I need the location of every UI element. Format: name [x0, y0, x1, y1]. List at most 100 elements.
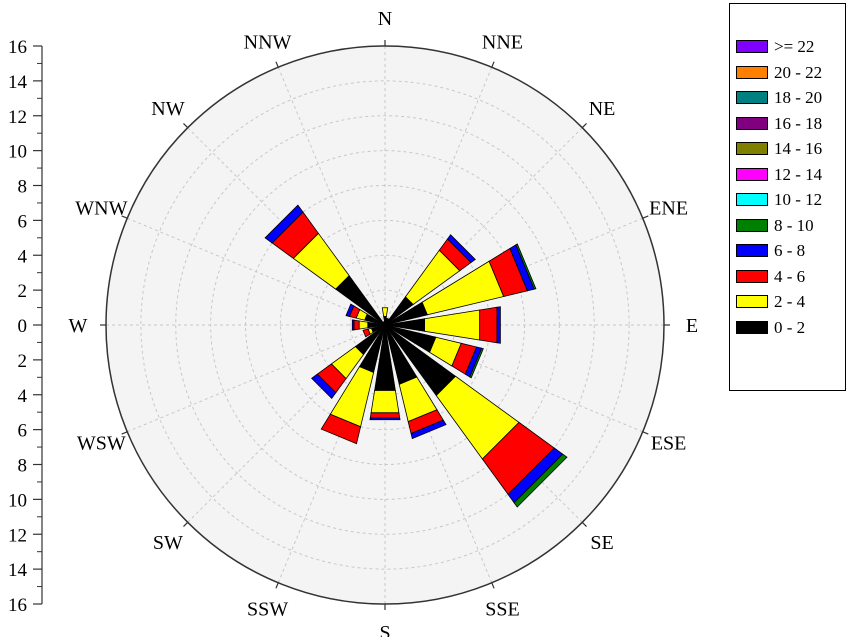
direction-tick: [491, 61, 495, 68]
legend-label: 16 - 18: [774, 113, 823, 133]
radial-tick-label: 14: [8, 560, 28, 581]
sector-s-bin-1: [370, 390, 400, 414]
radial-tick-label: 8: [18, 456, 28, 477]
legend-swatch: [736, 244, 768, 257]
legend-item: 6 - 8: [736, 241, 844, 261]
grid-ring: [140, 80, 630, 570]
radial-tick-label: 4: [18, 386, 28, 407]
legend-label: 12 - 14: [774, 164, 823, 184]
radial-tick-label: 0: [18, 316, 28, 337]
grid-spoke: [277, 67, 386, 326]
radial-tick-label: 12: [8, 107, 27, 128]
legend-label: 6 - 8: [774, 241, 806, 260]
radial-tick-label: 8: [18, 177, 28, 198]
radial-tick-label: 16: [8, 595, 27, 616]
direction-label-e: E: [686, 315, 698, 337]
grid-spoke: [384, 324, 643, 433]
direction-label-sw: SW: [153, 532, 183, 554]
grid-spoke: [127, 217, 386, 326]
legend-swatch: [736, 65, 768, 79]
grid-spoke: [127, 324, 386, 433]
sector-nw-bin-3: [264, 204, 304, 244]
direction-label-nw: NW: [151, 98, 184, 120]
direction-tick: [491, 582, 495, 589]
direction-label-s: S: [379, 622, 390, 637]
radial-tick-label: 2: [18, 281, 28, 302]
sector-w-bin-2: [353, 319, 360, 331]
legend-item: 2 - 4: [736, 292, 844, 312]
legend-item: 4 - 6: [736, 267, 844, 287]
sector-w-bin-3: [351, 319, 355, 331]
legend-item: 16 - 18: [736, 114, 844, 134]
radial-tick-label: 4: [18, 246, 28, 267]
legend-swatch: [736, 142, 768, 155]
direction-label-se: SE: [590, 532, 613, 554]
sector-ene-bin-4: [515, 243, 537, 290]
direction-tick: [581, 123, 587, 129]
legend-swatch: [736, 193, 768, 206]
direction-label-ne: NE: [589, 98, 616, 120]
direction-label-ssw: SSW: [247, 599, 288, 621]
direction-tick: [275, 61, 279, 68]
legend-swatch: [736, 116, 768, 130]
legend-label: >= 22: [774, 37, 815, 56]
sector-sse-bin-3: [410, 419, 447, 440]
legend-item: 18 - 20: [736, 88, 844, 108]
direction-label-wnw: WNW: [75, 198, 127, 220]
radial-tick-label: 10: [8, 142, 27, 163]
grid-spoke: [384, 127, 583, 326]
grid-spoke: [187, 324, 386, 523]
direction-tick: [581, 521, 587, 527]
legend-item: 12 - 14: [736, 165, 844, 185]
legend-item: 20 - 22: [736, 63, 844, 83]
radial-tick-label: 12: [8, 525, 27, 546]
legend-item: 14 - 16: [736, 139, 844, 159]
sector-ese-bin-4: [469, 347, 484, 379]
direction-tick: [642, 431, 649, 435]
sector-nnw-bin-0: [382, 321, 386, 326]
legend-swatch: [736, 40, 768, 53]
sector-ne-bin-3: [446, 234, 476, 264]
direction-label-nnw: NNW: [244, 31, 292, 53]
sector-se-bin-4: [513, 453, 568, 508]
legend-label: 8 - 10: [774, 215, 814, 235]
direction-tick: [183, 521, 189, 527]
direction-label-ene: ENE: [649, 198, 688, 220]
radial-tick-label: 2: [18, 351, 28, 372]
direction-tick: [121, 431, 128, 435]
radial-tick-label: 6: [18, 211, 28, 232]
legend-swatch: [736, 218, 768, 232]
radial-tick-label: 16: [8, 37, 27, 58]
direction-tick: [642, 215, 649, 219]
grid-spoke: [384, 67, 493, 326]
grid-ring: [175, 115, 595, 535]
direction-label-sse: SSE: [485, 599, 519, 621]
legend-item: 0 - 2: [736, 318, 844, 338]
sector-e-bin-3: [496, 306, 501, 344]
direction-label-ese: ESE: [651, 432, 687, 454]
grid-spoke: [277, 324, 386, 583]
direction-label-wsw: WSW: [77, 432, 126, 454]
sector-e-bin-2: [479, 306, 498, 344]
legend-label: 14 - 16: [774, 139, 823, 158]
direction-label-nne: NNE: [482, 31, 523, 53]
sector-wsw-bin-2: [362, 328, 371, 338]
legend-label: 10 - 12: [774, 190, 823, 209]
legend-label: 0 - 2: [774, 317, 806, 337]
legend-label: 18 - 20: [774, 88, 823, 107]
direction-labels: N NNE NE ENE E ESE SE SSE S SSW SW WSW W WNW NW NNW: [69, 8, 699, 637]
radial-tick-label: 10: [8, 490, 27, 511]
sector-w-bin-1: [358, 320, 369, 330]
sector-n-bin-1: [381, 307, 389, 317]
direction-tick: [275, 582, 279, 589]
grid-spoke: [384, 324, 493, 583]
sector-s-bin-2: [369, 412, 401, 419]
sector-sw-bin-3: [311, 373, 337, 399]
outer-circle: [100, 40, 670, 610]
legend-label: 20 - 22: [774, 62, 823, 82]
direction-label-n: N: [378, 8, 392, 30]
sector-wnw-bin-3: [345, 303, 355, 317]
direction-tick: [183, 123, 189, 129]
legend: >= 22 20 - 22 18 - 20 16 - 18 14 - 16 12 - 14…: [729, 3, 846, 391]
